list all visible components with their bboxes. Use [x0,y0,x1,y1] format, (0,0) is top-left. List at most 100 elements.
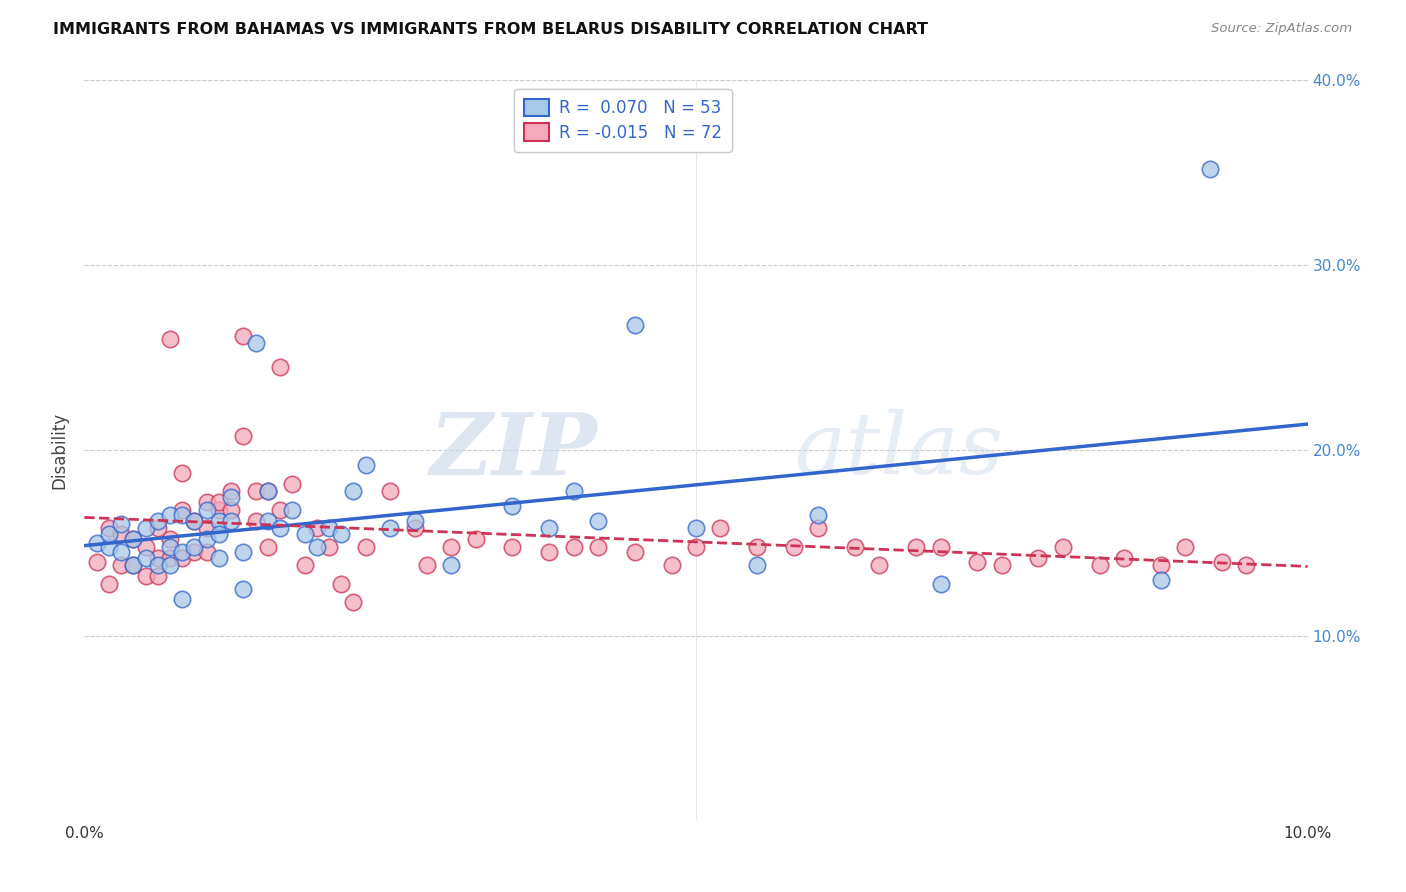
Point [195,521,218,535]
Point [86,536,108,550]
Point [245,514,267,528]
Point [747,540,769,554]
Point [97,526,120,541]
Point [86,554,108,569]
Point [257,540,280,554]
Point [159,558,181,573]
Point [208,526,231,541]
Point [208,514,231,528]
Point [110,526,132,541]
Point [146,569,169,583]
Point [122,533,145,547]
Point [219,484,242,499]
Point [586,540,609,554]
Point [330,576,353,591]
Point [219,490,242,504]
Point [929,540,952,554]
Point [146,550,169,565]
Point [538,545,561,559]
Point [624,545,647,559]
Point [122,533,145,547]
Point [172,591,194,606]
Point [380,521,402,535]
Point [1150,558,1173,573]
Point [135,550,157,565]
Point [110,558,132,573]
Legend: R =  0.070   N = 53, R = -0.015   N = 72: R = 0.070 N = 53, R = -0.015 N = 72 [513,88,731,152]
Point [269,521,291,535]
Point [159,540,181,554]
Point [807,521,830,535]
Point [208,495,231,509]
Point [269,502,291,516]
Point [1211,554,1233,569]
Text: IMMIGRANTS FROM BAHAMAS VS IMMIGRANTS FROM BELARUS DISABILITY CORRELATION CHART: IMMIGRANTS FROM BAHAMAS VS IMMIGRANTS FR… [53,22,928,37]
Y-axis label: Disability: Disability [51,412,69,489]
Point [844,540,866,554]
Point [281,502,304,516]
Point [1052,540,1074,554]
Text: ZIP: ZIP [430,409,598,492]
Point [685,521,707,535]
Point [232,582,254,597]
Point [783,540,806,554]
Point [709,521,731,535]
Point [135,540,157,554]
Point [562,540,585,554]
Point [1088,558,1111,573]
Point [966,554,988,569]
Text: Source: ZipAtlas.com: Source: ZipAtlas.com [1212,22,1353,36]
Point [146,558,169,573]
Point [172,545,194,559]
Point [110,545,132,559]
Point [159,508,181,523]
Point [747,558,769,573]
Point [624,318,647,332]
Point [685,540,707,554]
Point [869,558,891,573]
Point [97,576,120,591]
Point [929,576,952,591]
Point [342,595,364,609]
Point [1028,550,1050,565]
Point [146,514,169,528]
Point [440,540,463,554]
Point [354,458,377,473]
Point [159,533,181,547]
Point [305,540,328,554]
Point [538,521,561,535]
Point [380,484,402,499]
Point [172,502,194,516]
Point [257,484,280,499]
Point [1236,558,1258,573]
Point [586,514,609,528]
Point [562,484,585,499]
Point [122,558,145,573]
Point [195,533,218,547]
Point [183,545,205,559]
Point [232,545,254,559]
Point [257,514,280,528]
Point [183,540,205,554]
Point [219,514,242,528]
Point [97,540,120,554]
Point [245,336,267,351]
Point [440,558,463,573]
Point [245,484,267,499]
Point [661,558,683,573]
Point [905,540,928,554]
Point [342,484,364,499]
Point [195,545,218,559]
Point [807,508,830,523]
Point [159,332,181,346]
Point [208,550,231,565]
Point [195,495,218,509]
Point [97,521,120,535]
Point [404,521,426,535]
Point [1174,540,1197,554]
Point [354,540,377,554]
Point [416,558,439,573]
Point [404,514,426,528]
Point [305,521,328,535]
Point [172,508,194,523]
